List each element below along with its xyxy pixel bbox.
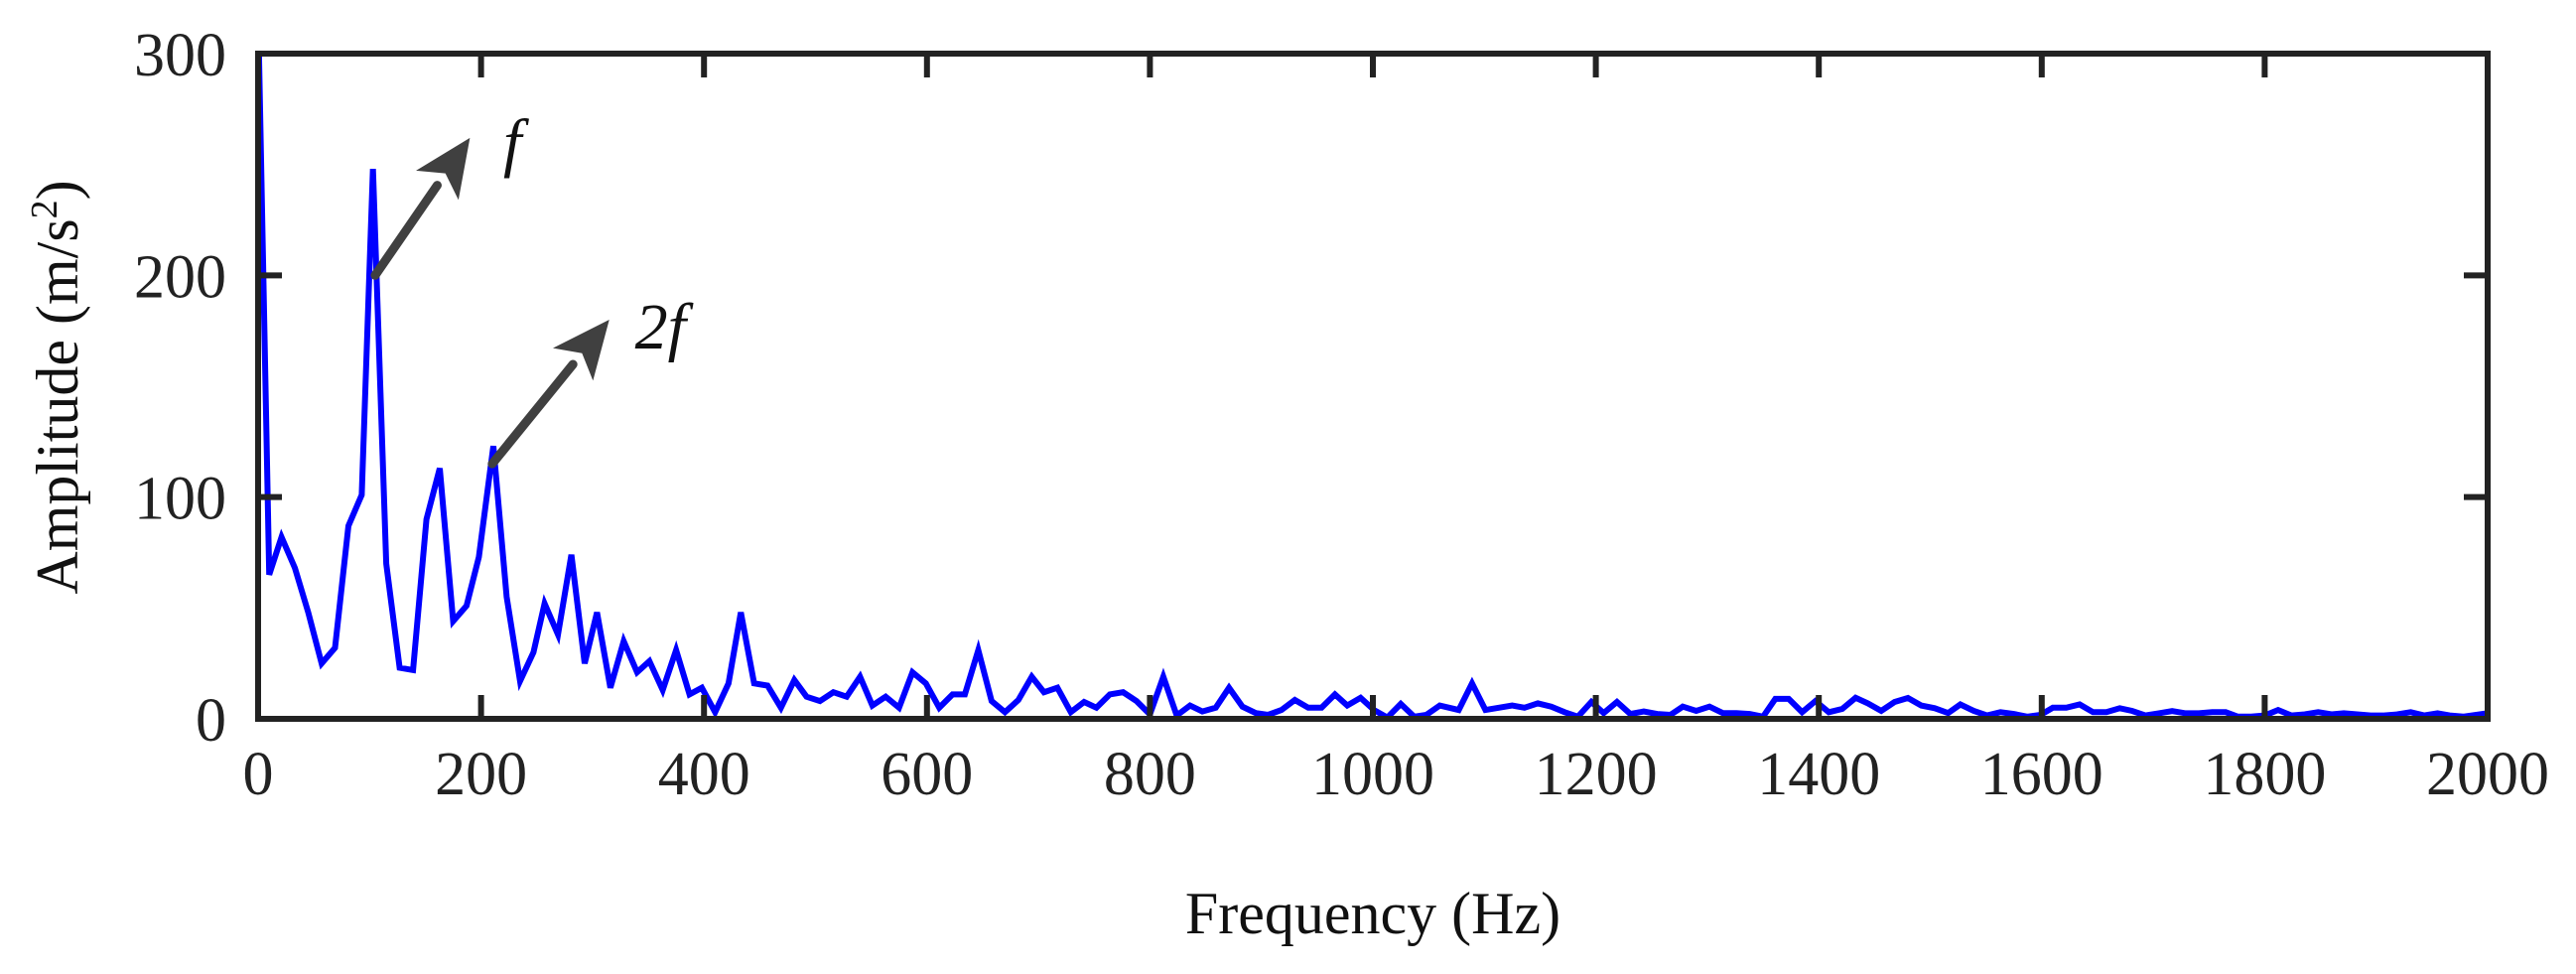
y-tick-label: 300	[134, 22, 226, 89]
x-tick-label: 1400	[1757, 741, 1880, 808]
x-tick-label: 200	[435, 741, 527, 808]
x-tick-label: 1000	[1311, 741, 1434, 808]
x-tick-label: 800	[1104, 741, 1196, 808]
axis-ticks: 0 200 400 600 800 1000 1200 1400 1600 1800 2000 0 10…	[134, 22, 2549, 808]
arrow-icon	[487, 320, 610, 469]
x-tick-label: 600	[881, 741, 973, 808]
x-tick-label: 2000	[2426, 741, 2549, 808]
annotations: f 2f	[370, 106, 694, 469]
y-tick-label: 200	[134, 243, 226, 311]
x-axis-label: Frequency (Hz)	[1185, 881, 1560, 946]
x-tick-label: 1200	[1535, 741, 1658, 808]
arrow-icon	[370, 137, 471, 280]
y-tick-label: 100	[134, 466, 226, 533]
x-tick-label: 1800	[2203, 741, 2326, 808]
y-tick-label: 0	[196, 687, 226, 755]
peak-label: 2f	[635, 291, 694, 363]
peak-label: f	[503, 106, 529, 179]
x-tick-label: 1600	[1980, 741, 2103, 808]
x-tick-label: 0	[243, 741, 274, 808]
spectrum-line	[258, 54, 2488, 719]
plot-area	[258, 54, 2488, 719]
x-tick-label: 400	[658, 741, 750, 808]
y-axis-label: Amplitude (m/s2)	[24, 180, 90, 594]
